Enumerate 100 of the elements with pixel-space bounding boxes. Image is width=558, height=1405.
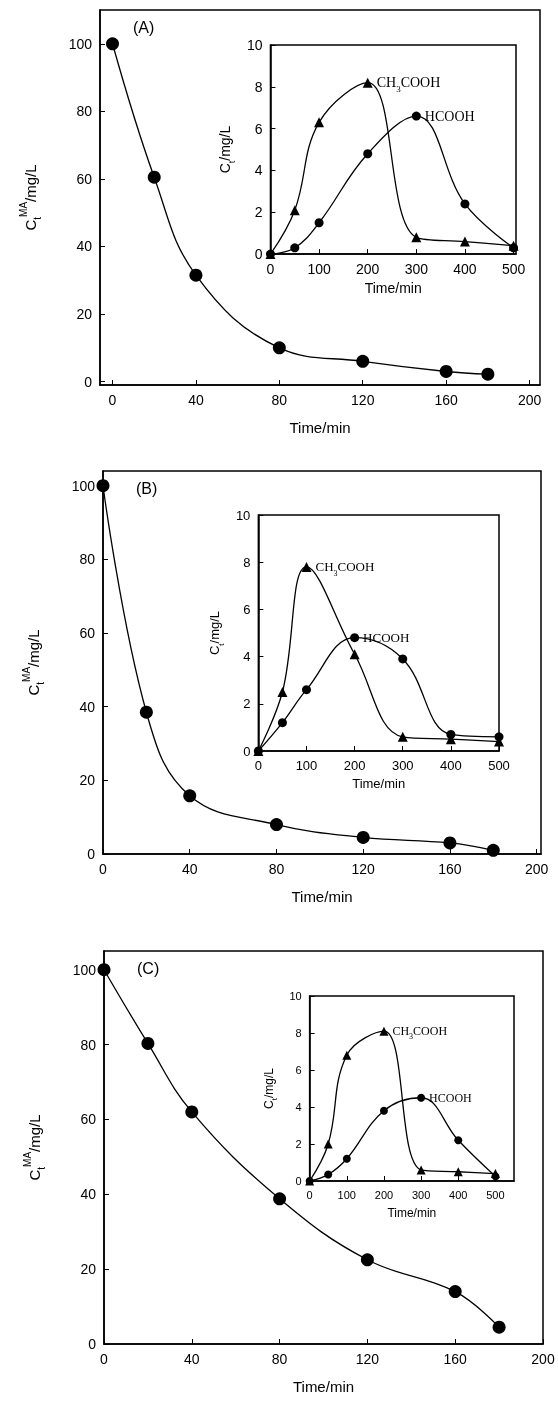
x-axis-title: Time/min [289, 418, 351, 436]
x-tick-label: 200 [374, 1188, 394, 1201]
y-tick-label: 100 [68, 35, 93, 52]
point [443, 836, 457, 850]
x-tick-label: 0 [266, 261, 275, 278]
point [323, 1139, 333, 1149]
point [106, 37, 120, 51]
point [289, 205, 300, 216]
x-tick-label: 40 [181, 861, 198, 877]
text: (B) [136, 479, 158, 497]
point [314, 117, 325, 128]
x-tick-label: 160 [443, 1351, 468, 1367]
x-tick-label: 100 [337, 1188, 356, 1201]
y-tick-label: 40 [79, 698, 96, 715]
y-axis-title: CtMA/mg/L [17, 164, 43, 231]
y-tick-label: 8 [254, 78, 263, 95]
y-tick-label: 80 [79, 551, 96, 568]
point [411, 232, 422, 243]
point [494, 732, 504, 742]
y-tick-label: 8 [295, 1027, 302, 1039]
point [302, 685, 311, 695]
point [397, 731, 408, 742]
point [398, 654, 408, 664]
point [446, 729, 456, 739]
y-tick-label: 80 [76, 103, 93, 120]
x-tick-label: 200 [524, 861, 549, 877]
y-tick-label: 8 [243, 554, 251, 570]
x-axis-title: Time/min [292, 1377, 355, 1395]
x-axis-title: Time/min [352, 776, 406, 791]
point [273, 1192, 287, 1206]
y-tick-label: 20 [76, 306, 93, 323]
x-tick-label: 500 [486, 1188, 505, 1201]
x-tick-label: 200 [531, 1351, 555, 1367]
x-axis-title: Time/min [291, 887, 353, 905]
y-tick-label: 6 [243, 601, 251, 617]
point [356, 354, 370, 368]
x-tick-label: 120 [351, 861, 376, 877]
point [448, 1285, 462, 1299]
y-axis-title: CtMA/mg/L [20, 629, 46, 696]
y-tick-label: 4 [254, 162, 263, 179]
x-tick-label: 0 [100, 1351, 109, 1367]
y-axis-title: CtMA/mg/L [21, 1114, 47, 1181]
point [290, 243, 300, 253]
point [342, 1050, 352, 1060]
x-tick-label: 400 [453, 261, 477, 278]
x-tick-label: 400 [440, 758, 462, 773]
point [411, 111, 421, 121]
x-tick-label: 80 [271, 392, 288, 408]
x-tick-label: 300 [404, 261, 429, 278]
point [350, 633, 360, 643]
point [362, 77, 373, 88]
point [269, 818, 283, 832]
x-tick-label: 200 [356, 261, 380, 278]
point [356, 830, 370, 844]
y-tick-label: 20 [80, 1261, 97, 1278]
y-tick-label: 6 [295, 1064, 302, 1076]
y-tick-label: 60 [80, 1111, 97, 1128]
point [272, 341, 286, 355]
point [185, 1105, 199, 1119]
series-label: HCOOH [363, 630, 410, 646]
y-tick-label: 0 [84, 373, 93, 390]
x-tick-label: 160 [434, 392, 459, 408]
y-tick-label: 10 [235, 507, 251, 523]
point [363, 149, 373, 159]
point [459, 236, 470, 247]
y-axis-title: Ct/mg/L [262, 1067, 279, 1109]
x-tick-label: 80 [268, 861, 285, 877]
x-tick-label: 400 [449, 1188, 468, 1201]
x-tick-label: 80 [271, 1351, 288, 1367]
y-axis-title: Ct/mg/L [207, 610, 226, 656]
text: (A) [133, 18, 155, 36]
point [139, 705, 153, 719]
text: (C) [137, 959, 160, 977]
point [460, 199, 470, 209]
y-tick-label: 10 [289, 990, 302, 1002]
series-label: HCOOH [429, 1090, 473, 1105]
point [314, 218, 324, 228]
x-tick-label: 200 [517, 392, 542, 408]
x-tick-label: 0 [99, 861, 108, 877]
y-tick-label: 2 [254, 204, 263, 221]
x-tick-label: 40 [188, 392, 204, 408]
point [141, 1036, 155, 1050]
x-tick-label: 120 [355, 1351, 380, 1367]
point [183, 789, 197, 803]
x-tick-label: 160 [438, 861, 462, 877]
x-tick-label: 200 [343, 758, 366, 773]
point [96, 479, 110, 493]
x-axis-title: Time/min [387, 1205, 437, 1220]
point [349, 649, 360, 660]
y-tick-label: 100 [71, 477, 96, 494]
point [342, 1154, 351, 1163]
y-tick-label: 0 [88, 1336, 97, 1352]
y-tick-label: 6 [254, 120, 263, 137]
x-tick-label: 120 [351, 392, 375, 408]
x-tick-label: 300 [391, 758, 414, 773]
point [301, 561, 312, 572]
point [97, 963, 111, 977]
y-tick-label: 0 [87, 846, 96, 862]
y-tick-label: 2 [295, 1138, 302, 1150]
point [379, 1106, 388, 1115]
